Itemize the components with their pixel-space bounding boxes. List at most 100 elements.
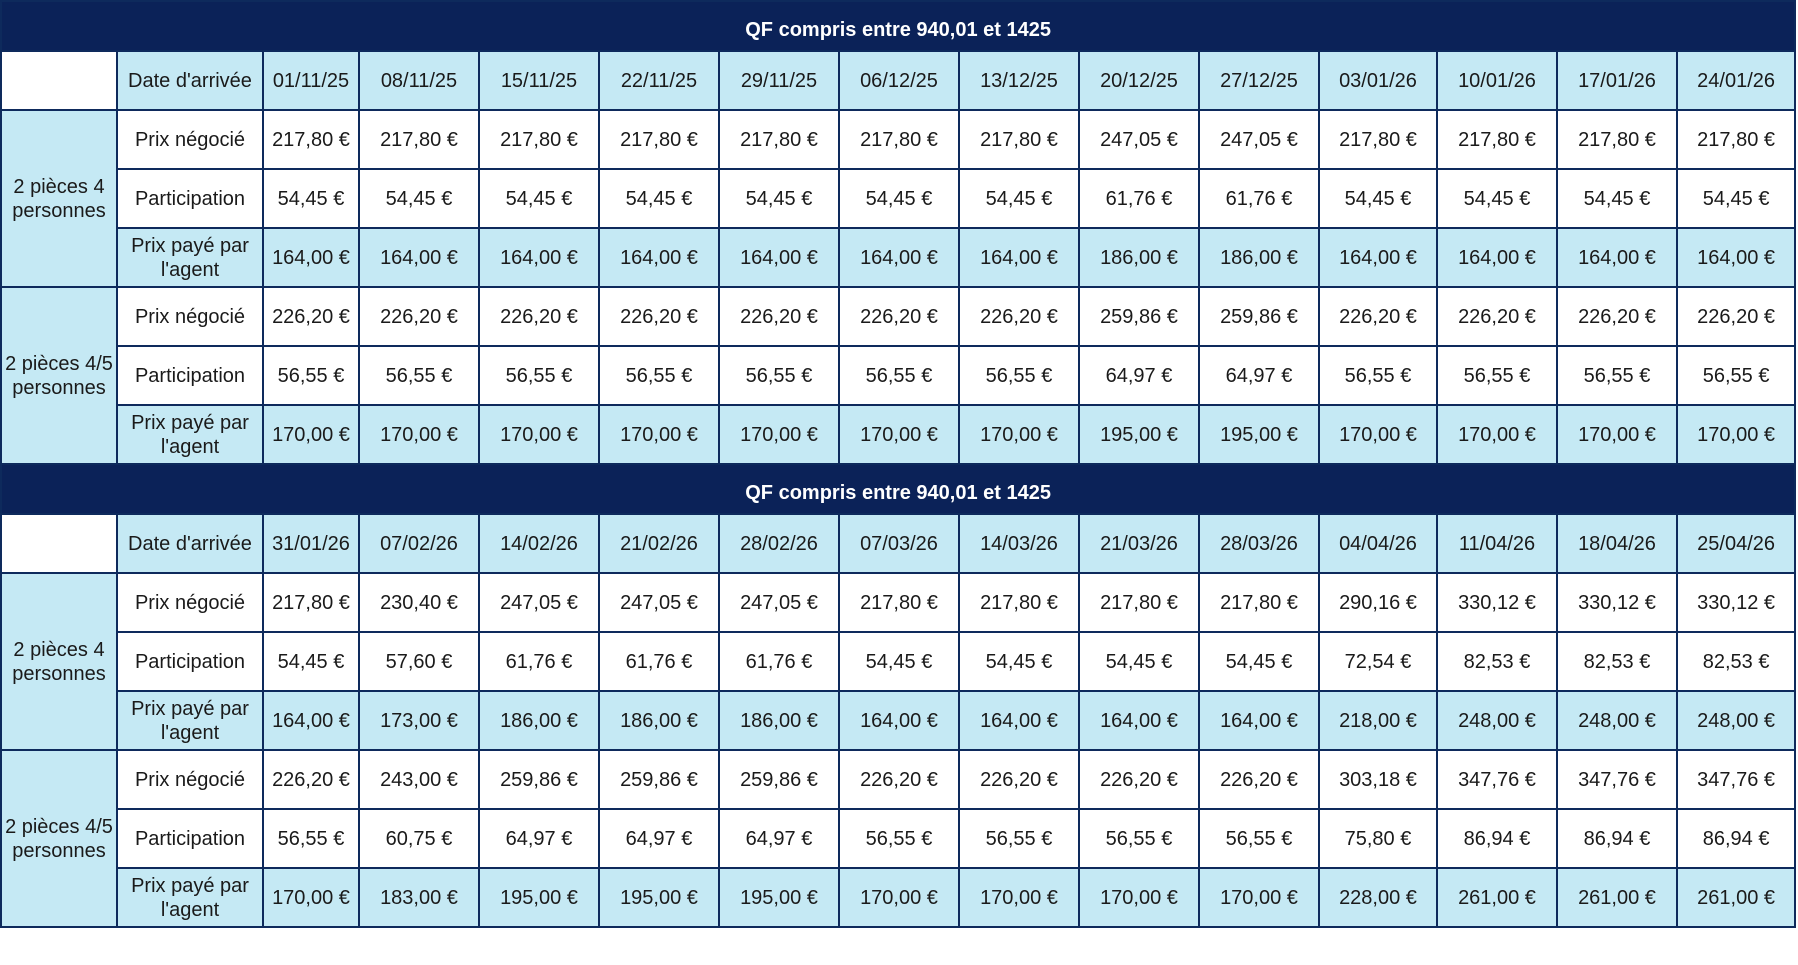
metric-label-cell: Participation [116,808,264,869]
price-value-cell: 54,45 € [1675,168,1797,229]
arrival-date-cell: 24/01/26 [1675,50,1797,111]
price-value-cell: 217,80 € [838,572,960,633]
price-value-cell: 195,00 € [1078,404,1200,465]
price-value-cell: 170,00 € [1198,867,1320,928]
price-value-cell: 54,45 € [1556,168,1678,229]
price-value-cell: 54,45 € [1318,168,1438,229]
price-value-cell: 218,00 € [1318,690,1438,751]
price-value-cell: 195,00 € [1198,404,1320,465]
arrival-date-label: Date d'arrivée [116,513,264,574]
price-value-cell: 195,00 € [598,867,720,928]
arrival-date-cell: 11/04/26 [1436,513,1558,574]
price-value-cell: 217,80 € [718,109,840,170]
price-value-cell: 164,00 € [1436,227,1558,288]
room-type-cell: 2 pièces 4 personnes [0,572,118,751]
metric-label-cell: Prix payé par l'agent [116,867,264,928]
arrival-date-cell: 14/02/26 [478,513,600,574]
price-value-cell: 56,55 € [262,345,360,406]
metric-label-cell: Prix négocié [116,286,264,347]
arrival-date-label: Date d'arrivée [116,50,264,111]
price-value-cell: 226,20 € [1556,286,1678,347]
price-value-cell: 170,00 € [718,404,840,465]
price-value-cell: 217,80 € [478,109,600,170]
section-title: QF compris entre 940,01 et 1425 [745,482,1051,504]
price-value-cell: 230,40 € [358,572,480,633]
price-value-cell: 54,45 € [838,168,960,229]
price-value-cell: 170,00 € [958,867,1080,928]
price-value-cell: 86,94 € [1436,808,1558,869]
arrival-date-cell: 03/01/26 [1318,50,1438,111]
arrival-date-cell: 14/03/26 [958,513,1080,574]
price-row: Prix payé par l'agent 170,00 € 183,00 € 195… [1,867,1797,928]
arrival-date-cell: 18/04/26 [1556,513,1678,574]
price-value-cell: 330,12 € [1436,572,1558,633]
price-row: 2 pièces 4 personnes Prix négocié 217,80 €… [0,109,1797,288]
price-value-cell: 164,00 € [358,227,480,288]
metric-label-cell: Participation [116,345,264,406]
price-value-cell: 226,20 € [958,286,1080,347]
price-value-cell: 303,18 € [1318,749,1438,810]
metric-label-cell: Prix négocié [116,749,264,810]
price-value-cell: 217,80 € [1675,109,1797,170]
price-value-cell: 54,45 € [358,168,480,229]
date-header-row: Date d'arrivée 01/11/25 08/11/25 15/11/25 22… [0,50,1797,111]
price-value-cell: 64,97 € [1198,345,1320,406]
price-value-cell: 259,86 € [1198,286,1320,347]
price-value-cell: 164,00 € [838,227,960,288]
price-value-cell: 170,00 € [1318,404,1438,465]
price-value-cell: 164,00 € [262,227,360,288]
price-value-cell: 164,00 € [1675,227,1797,288]
price-value-cell: 56,55 € [358,345,480,406]
price-value-cell: 57,60 € [358,631,480,692]
price-value-cell: 217,80 € [262,572,360,633]
metric-label-cell: Prix négocié [116,109,264,170]
price-value-cell: 64,97 € [478,808,600,869]
price-value-cell: 217,80 € [1198,572,1320,633]
arrival-date-cell: 25/04/26 [1675,513,1797,574]
price-value-cell: 170,00 € [358,404,480,465]
price-value-cell: 170,00 € [958,404,1080,465]
price-value-cell: 56,55 € [958,345,1080,406]
price-value-cell: 247,05 € [1198,109,1320,170]
price-value-cell: 61,76 € [598,631,720,692]
price-value-cell: 170,00 € [598,404,720,465]
price-row: Participation 54,45 €54,45 €54,45 €54,45 … [1,168,1797,229]
price-value-cell: 261,00 € [1556,867,1678,928]
price-value-cell: 56,55 € [718,345,840,406]
arrival-date-cell: 07/03/26 [838,513,960,574]
price-value-cell: 56,55 € [958,808,1080,869]
price-value-cell: 54,45 € [958,631,1080,692]
price-value-cell: 56,55 € [838,808,960,869]
price-value-cell: 170,00 € [478,404,600,465]
price-value-cell: 347,76 € [1675,749,1797,810]
price-row: 2 pièces 4/5 personnes Prix négocié 226,20… [0,286,1797,465]
price-row: Participation 54,45 €57,60 €61,76 €61,76 … [1,631,1797,692]
price-value-cell: 173,00 € [358,690,480,751]
price-value-cell: 186,00 € [718,690,840,751]
arrival-date-cell: 27/12/25 [1198,50,1320,111]
price-value-cell: 54,45 € [598,168,720,229]
price-value-cell: 248,00 € [1675,690,1797,751]
price-value-cell: 54,45 € [1198,631,1320,692]
price-value-cell: 54,45 € [478,168,600,229]
price-value-cell: 56,55 € [1436,345,1558,406]
arrival-date-cell: 08/11/25 [358,50,480,111]
price-value-cell: 183,00 € [358,867,480,928]
price-value-cell: 247,05 € [598,572,720,633]
room-type-cell: 2 pièces 4/5 personnes [0,749,118,928]
arrival-date-cell: 31/01/26 [262,513,360,574]
price-value-cell: 186,00 € [478,690,600,751]
price-value-cell: 56,55 € [262,808,360,869]
price-value-cell: 164,00 € [478,227,600,288]
arrival-date-cell: 06/12/25 [838,50,960,111]
price-value-cell: 217,80 € [1436,109,1558,170]
price-value-cell: 164,00 € [598,227,720,288]
price-value-cell: 259,86 € [598,749,720,810]
price-value-cell: 226,20 € [1318,286,1438,347]
price-value-cell: 54,45 € [262,631,360,692]
price-value-cell: 217,80 € [598,109,720,170]
price-value-cell: 56,55 € [838,345,960,406]
metric-label-cell: Participation [116,631,264,692]
price-value-cell: 226,20 € [262,286,360,347]
